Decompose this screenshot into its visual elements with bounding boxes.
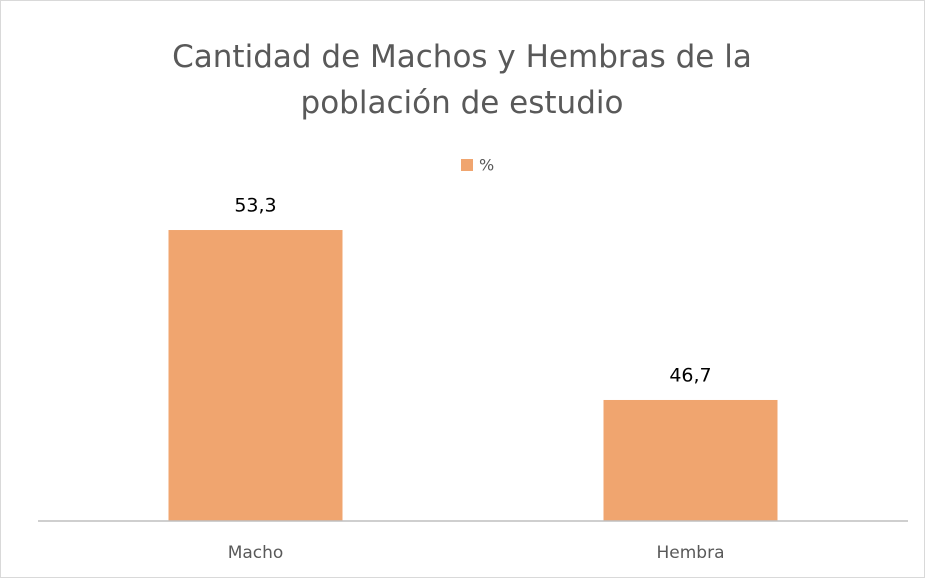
data-label: 53,3 bbox=[234, 195, 276, 217]
data-label: 46,7 bbox=[669, 364, 711, 386]
chart-title: Cantidad de Machos y Hembras de la pobla… bbox=[172, 39, 752, 121]
legend-label: % bbox=[479, 156, 494, 175]
x-tick-label: Hembra bbox=[657, 543, 725, 563]
legend-swatch bbox=[461, 159, 473, 171]
x-tick-label: Macho bbox=[228, 543, 284, 563]
bar bbox=[603, 399, 778, 521]
bar bbox=[168, 230, 343, 521]
